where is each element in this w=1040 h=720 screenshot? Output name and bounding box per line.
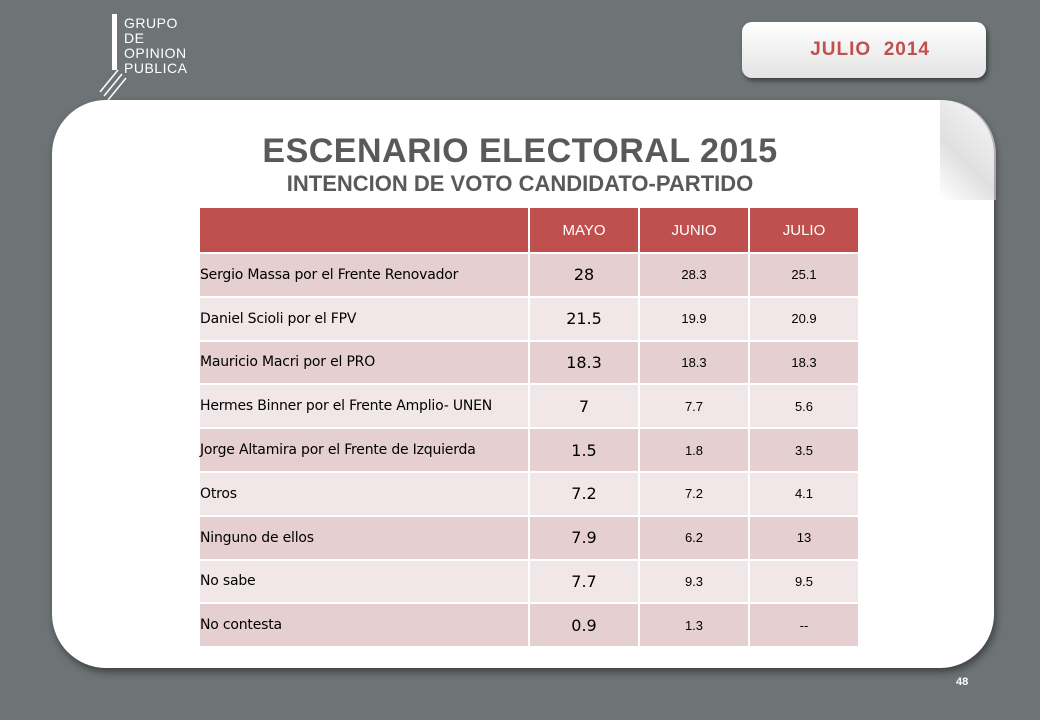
value-julio: 9.5 — [748, 558, 858, 603]
value-junio: 7.7 — [638, 383, 748, 428]
value-mayo: 1.5 — [528, 427, 638, 471]
value-junio: 28.3 — [638, 252, 748, 296]
vote-intention-table: MAYO JUNIO JULIO Sergio Massa por el Fre… — [200, 208, 858, 647]
table-row: Ninguno de ellos 7.9 6.2 13 — [200, 514, 858, 559]
logo-text: GRUPO DE OPINION PUBLICA — [124, 16, 187, 76]
grupo-opinion-publica-logo-icon — [99, 69, 127, 101]
table-row: Mauricio Macri por el PRO 18.3 18.3 18.3 — [200, 339, 858, 384]
value-julio: 13 — [748, 514, 858, 559]
value-mayo: 21.5 — [528, 295, 638, 340]
header-cell-blank — [200, 208, 528, 252]
logo-line: PUBLICA — [124, 60, 188, 76]
value-julio: 5.6 — [748, 383, 858, 428]
page-title: ESCENARIO ELECTORAL 2015 — [262, 132, 778, 170]
table-row: No contesta 0.9 1.3 -- — [200, 602, 858, 647]
value-julio: -- — [748, 602, 858, 647]
table-row: Sergio Massa por el Frente Renovador 28 … — [200, 252, 858, 296]
page-number: 48 — [956, 676, 969, 688]
value-mayo: 0.9 — [528, 602, 638, 647]
date-badge: JULIO 2014 — [742, 22, 986, 78]
table-row: No sabe 7.7 9.3 9.5 — [200, 558, 858, 603]
value-junio: 18.3 — [638, 339, 748, 384]
header-cell-mayo: MAYO — [528, 208, 638, 252]
logo-bar — [112, 14, 117, 70]
logo-line: DE — [124, 30, 145, 46]
candidate-name: Sergio Massa por el Frente Renovador — [200, 252, 528, 296]
value-julio: 3.5 — [748, 427, 858, 471]
value-junio: 1.3 — [638, 602, 748, 647]
table-row: Daniel Scioli por el FPV 21.5 19.9 20.9 — [200, 295, 858, 340]
value-junio: 6.2 — [638, 514, 748, 559]
candidate-name: No sabe — [200, 558, 528, 603]
value-mayo: 7.2 — [528, 470, 638, 515]
candidate-name: No contesta — [200, 602, 528, 647]
page-subtitle: INTENCION DE VOTO CANDIDATO-PARTIDO — [286, 171, 754, 196]
value-mayo: 18.3 — [528, 339, 638, 384]
value-julio: 4.1 — [748, 470, 858, 515]
value-mayo: 7.9 — [528, 514, 638, 559]
candidate-name: Hermes Binner por el Frente Amplio- UNEN — [200, 383, 528, 428]
value-mayo: 28 — [528, 252, 638, 296]
candidate-name: Otros — [200, 470, 528, 515]
value-junio: 9.3 — [638, 558, 748, 603]
table-row: Jorge Altamira por el Frente de Izquierd… — [200, 427, 858, 471]
candidate-name: Jorge Altamira por el Frente de Izquierd… — [200, 427, 528, 471]
header-cell-junio: JUNIO — [638, 208, 748, 252]
value-junio: 1.8 — [638, 427, 748, 471]
value-mayo: 7.7 — [528, 558, 638, 603]
logo-line: OPINION — [124, 45, 187, 61]
table-row: Otros 7.2 7.2 4.1 — [200, 470, 858, 515]
candidate-name: Daniel Scioli por el FPV — [200, 295, 528, 340]
table-header-row: MAYO JUNIO JULIO — [200, 208, 858, 252]
value-mayo: 7 — [528, 383, 638, 428]
table-row: Hermes Binner por el Frente Amplio- UNEN… — [200, 383, 858, 428]
date-label: JULIO 2014 — [810, 39, 930, 60]
value-junio: 19.9 — [638, 295, 748, 340]
value-junio: 7.2 — [638, 470, 748, 515]
value-julio: 20.9 — [748, 295, 858, 340]
candidate-name: Mauricio Macri por el PRO — [200, 339, 528, 384]
logo-line: GRUPO — [124, 15, 178, 31]
value-julio: 25.1 — [748, 252, 858, 296]
header-cell-julio: JULIO — [748, 208, 858, 252]
candidate-name: Ninguno de ellos — [200, 514, 528, 559]
value-julio: 18.3 — [748, 339, 858, 384]
